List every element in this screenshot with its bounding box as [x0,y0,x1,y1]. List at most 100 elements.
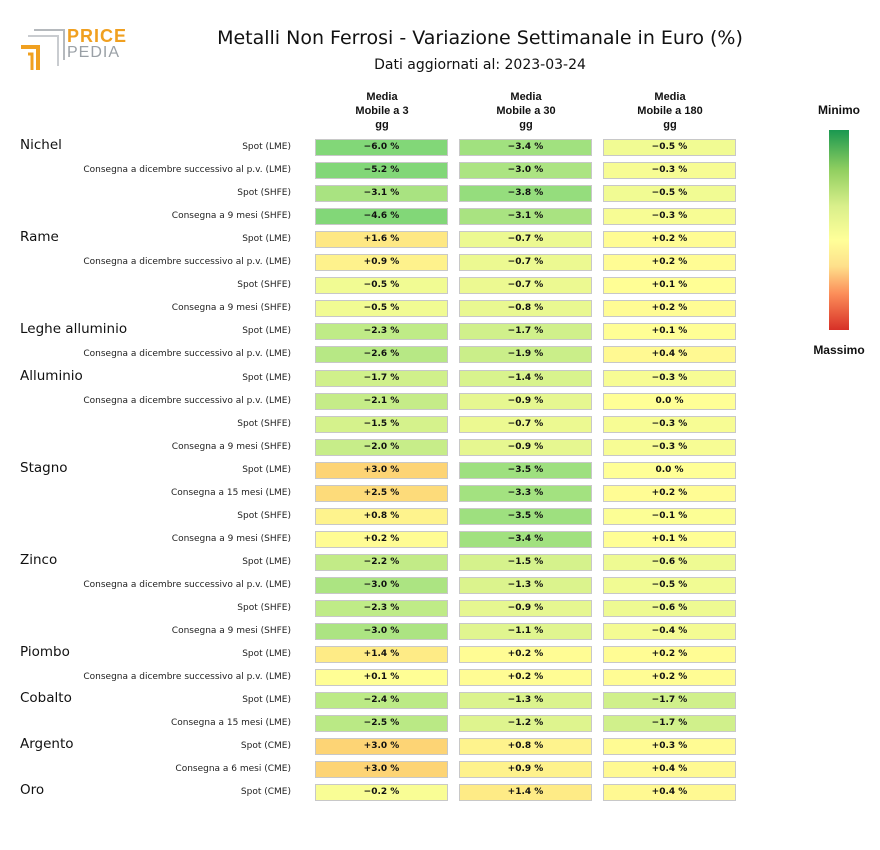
legend-min-label: Minimo [818,103,860,117]
heatmap-cell: −6.0 % [315,139,448,156]
heatmap-cell: −0.5 % [603,185,736,203]
heatmap-cell: −2.6 % [315,346,448,364]
heatmap-cell: −3.3 % [459,484,592,502]
heatmap-cell: −1.7 % [603,692,736,710]
row-label: Spot (SHFE) [237,603,291,613]
heatmap-cell: −0.3 % [603,369,736,387]
chart-subtitle: Dati aggiornati al: 2023-03-24 [374,57,586,73]
heatmap-cell: −3.0 % [315,576,448,594]
heatmap-cell: −0.9 % [459,392,592,410]
heatmap-cell: −0.9 % [459,600,592,617]
legend-color-bar [829,130,849,330]
heatmap-cell: −0.3 % [603,208,736,226]
row-label: Consegna a dicembre successivo al p.v. (… [83,672,291,683]
heatmap-cell: +0.1 % [603,530,736,548]
row-label: Consegna a 9 mesi (SHFE) [171,626,291,637]
heatmap-cell: −0.7 % [459,254,592,272]
row-label: Spot (CME) [240,741,291,752]
row-label: Spot (LME) [242,372,291,383]
heatmap-cell: +0.4 % [603,346,736,364]
group-label: Rame [20,229,59,246]
group-label: Argento [20,736,74,753]
heatmap-cell: −3.1 % [315,185,448,203]
row-label: Consegna a dicembre successivo al p.v. (… [83,257,291,268]
heatmap-cell: +0.9 % [315,254,448,272]
row-label: Spot (LME) [242,649,291,660]
column-header-3: Media Mobile a 180 gg [637,91,703,131]
row-label: Spot (LME) [242,142,291,152]
heatmap-cell: −0.2 % [315,784,448,802]
heatmap-cell: −1.1 % [459,623,592,641]
heatmap-cell: −0.6 % [603,600,736,617]
heatmap-cell: −0.3 % [603,162,736,180]
heatmap-cell: −2.1 % [315,392,448,410]
heatmap-cell: +2.5 % [315,484,448,502]
heatmap-cell: −2.4 % [315,692,448,710]
group-label: Piombo [20,644,70,661]
group-label: Cobalto [20,690,72,707]
heatmap-cell: −3.1 % [459,208,592,226]
heatmap-cell: +0.8 % [459,738,592,756]
heatmap-cell: 0.0 % [603,461,736,479]
heatmap-cell: −2.2 % [315,553,448,571]
heatmap-cell: −0.1 % [603,507,736,525]
heatmap-cell: −1.9 % [459,346,592,364]
heatmap-cell: −1.7 % [459,323,592,341]
heatmap-cell: −3.5 % [459,461,592,479]
heatmap-cell: −3.0 % [459,162,592,180]
row-label: Spot (CME) [240,787,291,798]
row-label: Spot (SHFE) [237,418,291,429]
heatmap-cell: −3.4 % [459,139,592,156]
row-label: Consegna a 9 mesi (SHFE) [171,211,291,222]
heatmap-cell: 0.0 % [603,392,736,410]
group-label: Zinco [20,551,58,568]
row-label: Spot (LME) [242,556,291,567]
heatmap-cell: −2.5 % [315,715,448,733]
group-label: Leghe alluminio [20,321,128,338]
row-label: Consegna a 9 mesi (SHFE) [171,303,291,314]
row-label: Spot (SHFE) [237,510,291,521]
heatmap-cell: −0.5 % [603,576,736,594]
row-label: Spot (LME) [242,464,291,475]
heatmap-cell: −1.3 % [459,576,592,594]
row-label: Spot (LME) [242,326,291,337]
heatmap-cell: +1.6 % [315,231,448,249]
heatmap-cell: −5.2 % [315,162,448,180]
row-label: Spot (LME) [242,234,291,245]
heatmap-cell: −0.3 % [603,438,736,456]
heatmap-cell: −1.7 % [315,369,448,387]
heatmap-cell: −0.5 % [603,139,736,156]
heatmap-cell: +0.2 % [603,669,736,687]
heatmap-cell: −3.4 % [459,530,592,548]
heatmap-cell: +0.2 % [603,254,736,272]
heatmap-cell: −3.5 % [459,507,592,525]
row-label: Consegna a 9 mesi (SHFE) [171,533,291,544]
chart-title: Metalli Non Ferrosi - Variazione Settima… [217,27,743,49]
heatmap-cell: −0.5 % [315,277,448,295]
heatmap-cell: −2.3 % [315,600,448,617]
heatmap-cell: −0.3 % [603,415,736,433]
legend-max-label: Massimo [813,343,865,357]
heatmap-cell: −1.2 % [459,715,592,733]
heatmap-cell: −1.3 % [459,692,592,710]
heatmap-cell: +0.2 % [603,231,736,249]
row-label: Consegna a dicembre successivo al p.v. (… [83,579,291,590]
column-header-2: Media Mobile a 30 gg [496,91,556,131]
heatmap-cell: −2.3 % [315,323,448,341]
heatmap-cell: −2.0 % [315,438,448,456]
heatmap-cell: −0.4 % [603,623,736,641]
heatmap-cell: −1.5 % [459,553,592,571]
row-label: Consegna a dicembre successivo al p.v. (… [83,165,291,176]
heatmap-cell: +1.4 % [315,646,448,664]
heatmap-cell: +0.4 % [603,761,736,779]
heatmap-cell: +0.2 % [459,669,592,687]
heatmap-cell: +0.1 % [603,323,736,341]
group-label: Alluminio [20,367,83,384]
row-label: Spot (SHFE) [237,280,291,291]
row-label: Spot (LME) [242,695,291,706]
pricepedia-logo: PRICE PEDIA [18,24,128,76]
heatmap-cell: +0.2 % [459,646,592,664]
group-label: Oro [20,782,45,799]
heatmap-cell: −4.6 % [315,208,448,226]
row-label: Consegna a 6 mesi (CME) [175,764,291,775]
